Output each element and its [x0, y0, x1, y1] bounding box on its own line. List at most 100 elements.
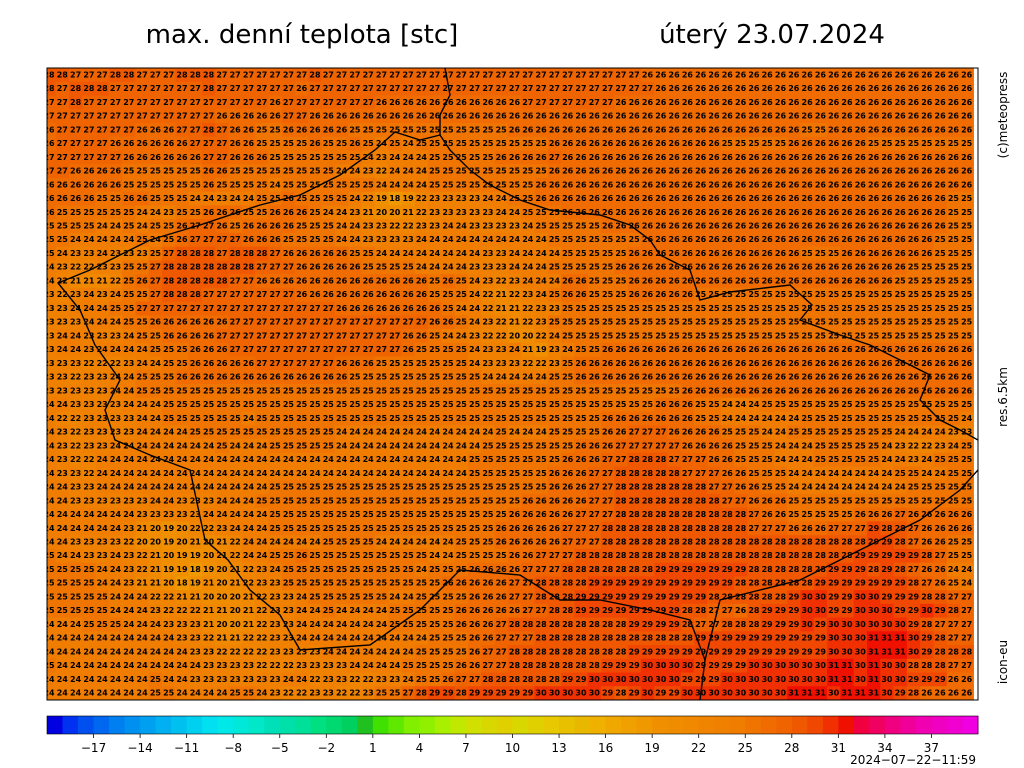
cell-value: 26 — [841, 84, 853, 93]
cell-value: 24 — [336, 208, 348, 217]
cell-value: 26 — [575, 112, 587, 121]
cell-value: 25 — [176, 386, 188, 395]
cell-value: 24 — [97, 249, 109, 258]
cell-value: 26 — [283, 208, 295, 217]
cell-value: 26 — [708, 180, 720, 189]
cell-value: 26 — [216, 167, 228, 176]
cell — [175, 95, 190, 110]
cell-value: 27 — [562, 84, 573, 93]
cell-value: 27 — [83, 98, 94, 107]
cell-value: 24 — [442, 263, 454, 272]
cell-value: 26 — [881, 112, 893, 121]
cell — [334, 95, 349, 110]
cell-value: 26 — [137, 276, 149, 285]
cell-value: 26 — [828, 125, 840, 134]
cell-value: 26 — [841, 208, 853, 217]
cell-value: 26 — [735, 84, 747, 93]
cell-value: 26 — [123, 153, 135, 162]
cell-value: 23 — [83, 249, 94, 258]
cell-value: 27 — [283, 112, 294, 121]
cell-value: 24 — [137, 400, 149, 409]
cell-value: 27 — [270, 70, 281, 79]
cell-value: 26 — [855, 139, 867, 148]
cell-value: 27 — [376, 84, 387, 93]
cell-value: 26 — [669, 400, 681, 409]
cell-value: 26 — [762, 84, 774, 93]
cell — [108, 68, 123, 83]
cell-value: 26 — [788, 373, 800, 382]
cell-value: 25 — [429, 180, 441, 189]
map: 28 28 27 27 27 28 28 27 27 27 28 28 28 27 27 27 27 27 27 27… — [43, 68, 974, 700]
cell — [614, 95, 629, 110]
cell-value: 25 — [496, 386, 508, 395]
cell-value: 24 — [110, 222, 122, 231]
cell-value: 26 — [908, 98, 920, 107]
cell-value: 23 — [482, 222, 493, 231]
cell-value: 26 — [669, 139, 681, 148]
cell-value: 25 — [815, 400, 827, 409]
cell-value: 23 — [522, 290, 533, 299]
cell-value: 23 — [43, 331, 54, 340]
cell-value: 26 — [629, 153, 641, 162]
cell-value: 26 — [935, 345, 947, 354]
cell-value: 26 — [735, 222, 747, 231]
cell-value: 25 — [163, 373, 175, 382]
cell — [414, 68, 429, 83]
cell-value: 25 — [469, 386, 481, 395]
cell-value: 23 — [97, 331, 108, 340]
cell — [401, 68, 416, 83]
cell-value: 25 — [97, 194, 109, 203]
cell-value: 26 — [137, 139, 149, 148]
cell-value: 22 — [509, 290, 520, 299]
cell-value: 19 — [536, 345, 548, 354]
cell — [228, 68, 243, 83]
cell-value: 26 — [762, 386, 774, 395]
cell-value: 26 — [615, 167, 627, 176]
cell-value: 26 — [150, 318, 162, 327]
cell — [108, 81, 123, 97]
cell-value: 27 — [83, 139, 94, 148]
cell-value: 27 — [230, 276, 241, 285]
cell-value: 25 — [442, 167, 454, 176]
cell-value: 28 — [230, 263, 242, 272]
cell-value: 25 — [536, 400, 548, 409]
cell-value: 25 — [323, 167, 335, 176]
cell-value: 22 — [363, 194, 374, 203]
cell-value: 26 — [695, 263, 707, 272]
cell-value: 26 — [841, 373, 853, 382]
cell — [268, 68, 283, 83]
cell-value: 27 — [549, 70, 560, 79]
cell-value: 26 — [509, 98, 521, 107]
cell-value: 26 — [948, 153, 960, 162]
cell-value: 26 — [363, 276, 375, 285]
cell-value: 24 — [522, 235, 534, 244]
cell-value: 25 — [682, 304, 694, 313]
cell-value: 27 — [602, 84, 613, 93]
cell-value: 24 — [536, 235, 548, 244]
cell-value: 26 — [469, 98, 481, 107]
cell-value: 25 — [562, 263, 574, 272]
cell-value: 26 — [722, 345, 734, 354]
cell — [494, 81, 509, 97]
cell-value: 26 — [828, 276, 840, 285]
cell-value: 26 — [150, 125, 162, 134]
cell-value: 26 — [642, 359, 654, 368]
cell-value: 26 — [496, 112, 508, 121]
cell-value: 25 — [708, 331, 720, 340]
cell-value: 25 — [83, 222, 95, 231]
cell-value: 26 — [935, 180, 947, 189]
cell-value: 26 — [642, 125, 654, 134]
cell-value: 26 — [655, 373, 667, 382]
cell-value: 26 — [841, 98, 853, 107]
cell-value: 26 — [802, 235, 814, 244]
cell-value: 24 — [429, 249, 441, 258]
cell-value: 26 — [748, 98, 760, 107]
cell — [255, 68, 270, 83]
cell-value: 26 — [682, 125, 694, 134]
cell — [388, 81, 403, 97]
cell-value: 27 — [336, 331, 347, 340]
cell-value: 24 — [509, 373, 521, 382]
cell-value: 25 — [349, 153, 361, 162]
cell-value: 24 — [137, 345, 149, 354]
cell-value: 23 — [83, 386, 94, 395]
